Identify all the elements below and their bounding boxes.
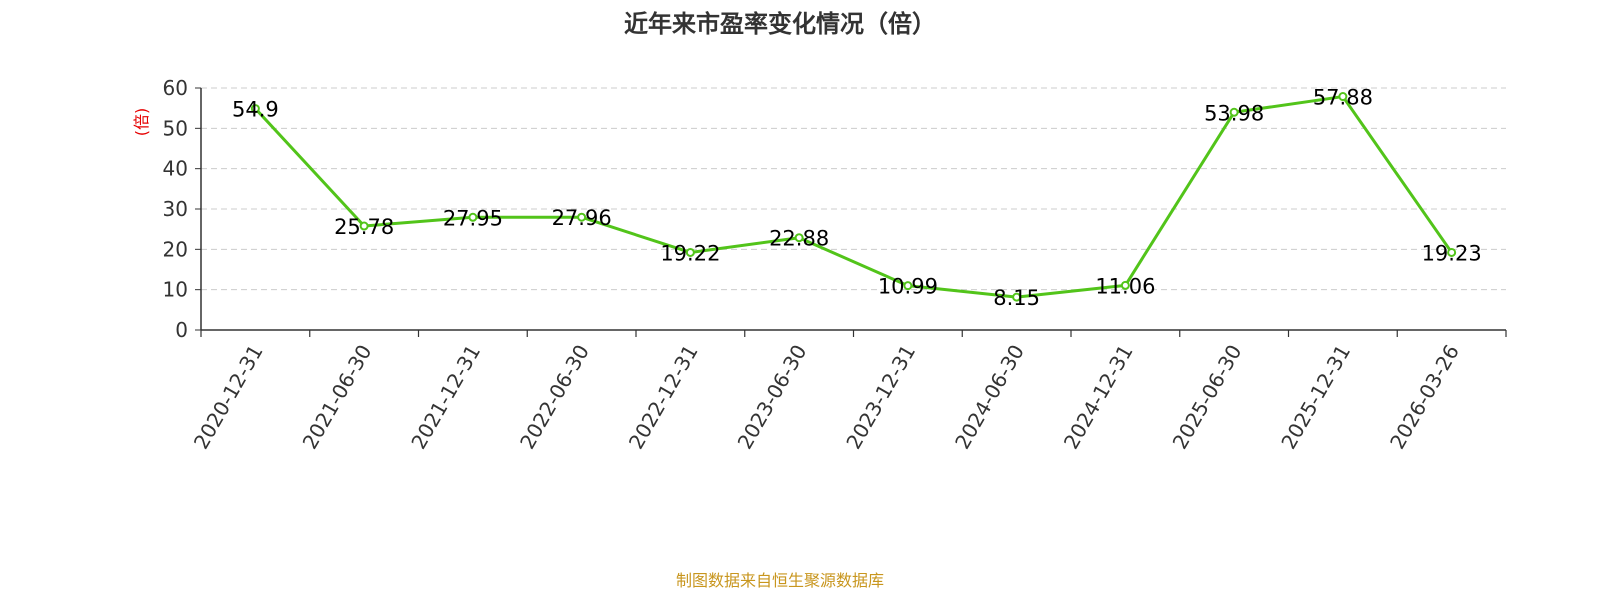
data-point	[577, 212, 587, 222]
x-tick-label: 2025-06-30	[1168, 341, 1247, 454]
x-tick-label: 2024-06-30	[950, 341, 1029, 454]
axes: 0 10 20 30 40 50 60 (倍) 2020-12-31 2021-06-30 2021…	[132, 76, 1507, 454]
series-polyline	[254, 95, 1453, 299]
data-label: 27.95	[443, 206, 503, 230]
data-label: 8.15	[993, 286, 1040, 310]
data-label: 19.23	[1422, 241, 1482, 265]
data-point	[794, 233, 804, 243]
y-tick-label: 40	[163, 157, 188, 181]
data-label: 10.99	[878, 275, 938, 299]
data-label: 11.06	[1095, 274, 1155, 298]
data-point	[1120, 280, 1130, 290]
x-tick-label: 2022-12-31	[624, 341, 703, 454]
y-tick-label: 20	[163, 237, 188, 261]
x-tick-label: 2021-12-31	[406, 341, 485, 454]
y-tick-label: 10	[163, 278, 188, 302]
data-label: 19.22	[660, 241, 720, 265]
data-labels: 54.9 25.78 27.95 27.96 19.22 22.88 10.99 8.15 11…	[232, 86, 1482, 311]
y-tick-label: 0	[175, 318, 188, 342]
data-point	[1229, 107, 1239, 117]
data-point	[1447, 247, 1457, 257]
data-label: 57.88	[1313, 86, 1373, 110]
y-axis-label: (倍)	[132, 108, 151, 137]
data-label: 22.88	[769, 227, 829, 251]
x-tick-label: 2026-03-26	[1385, 341, 1464, 454]
chart-title: 近年来市盈率变化情况（倍）	[624, 10, 936, 38]
y-tick-label: 50	[163, 116, 188, 140]
y-tick-label: 30	[163, 197, 188, 221]
data-point	[685, 247, 695, 257]
y-tick-label: 60	[163, 76, 188, 100]
data-label: 53.98	[1204, 101, 1264, 125]
x-tick-label: 2025-12-31	[1276, 341, 1355, 454]
data-point	[250, 104, 260, 114]
data-point	[903, 281, 913, 291]
data-point	[1012, 292, 1022, 302]
x-tick-label: 2024-12-31	[1059, 341, 1138, 454]
x-tick-label: 2020-12-31	[189, 341, 268, 454]
gridlines	[201, 87, 1506, 291]
x-tick-label: 2023-12-31	[841, 341, 920, 454]
series-line	[250, 92, 1457, 302]
data-label: 27.96	[552, 206, 612, 230]
x-tick-label: 2023-06-30	[733, 341, 812, 454]
data-label: 54.9	[232, 98, 279, 122]
data-label: 25.78	[334, 215, 394, 239]
x-tick-label: 2021-06-30	[298, 341, 377, 454]
source-note: 制图数据来自恒生聚源数据库	[675, 571, 884, 590]
data-point	[359, 221, 369, 231]
data-point	[1338, 92, 1348, 102]
data-point	[468, 212, 478, 222]
x-tick-label: 2022-06-30	[515, 341, 594, 454]
